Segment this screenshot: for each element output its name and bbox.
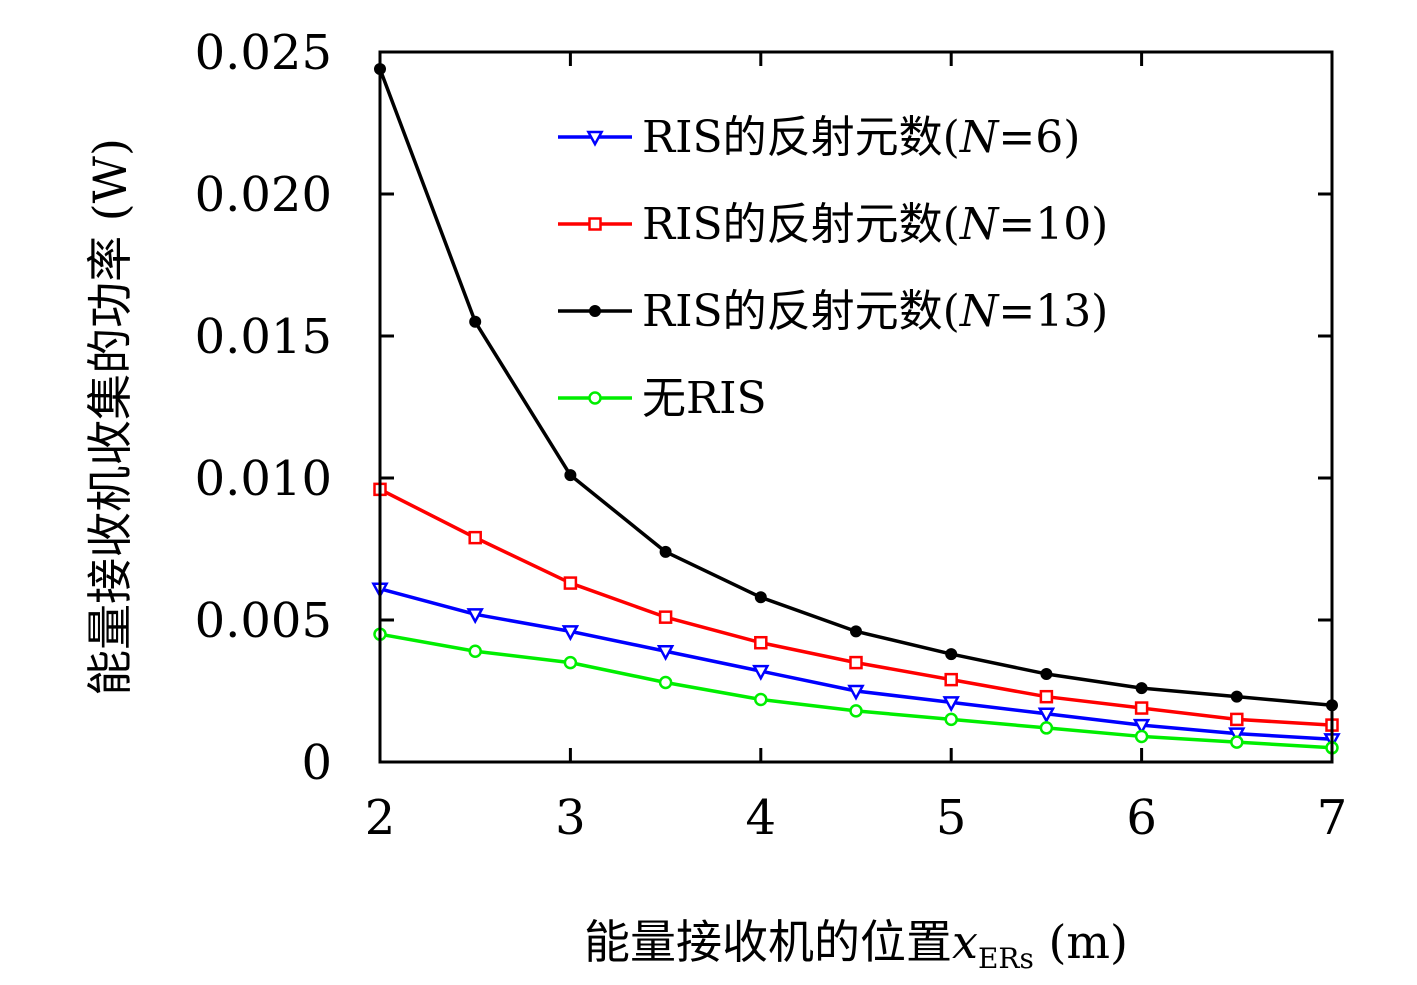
square-marker <box>944 672 958 687</box>
legend-label: 无RIS <box>642 373 767 424</box>
dot-marker <box>945 648 958 661</box>
y-tick-label: 0 <box>301 735 332 791</box>
circle-marker <box>588 391 602 405</box>
circle-marker <box>658 675 673 690</box>
legend-label-prefix: RIS的反射元数( <box>642 286 960 337</box>
legend-label-suffix: =6) <box>998 112 1080 163</box>
legend-label-suffix: =13) <box>998 286 1108 337</box>
y-axis-label: 能量接收机收集的功率 (W) <box>83 138 137 696</box>
series-line <box>378 68 1333 707</box>
y-tick-label: 0.005 <box>195 593 332 649</box>
legend-item: RIS的反射元数(N=10) <box>558 199 1108 250</box>
series-1 <box>371 582 1341 750</box>
legend-label-prefix: RIS的反射元数( <box>642 112 960 163</box>
dot-marker <box>850 625 862 638</box>
triangle-marker <box>942 696 960 713</box>
triangle-marker <box>847 684 865 701</box>
x-axis-label: 能量接收机的位置xERs (m) <box>584 915 1128 975</box>
triangle-marker <box>466 608 484 625</box>
x-axis-label-var: x <box>952 915 978 969</box>
legend-item: RIS的反射元数(N=13) <box>558 286 1108 337</box>
square-marker <box>563 576 578 590</box>
circle-marker <box>1230 735 1244 749</box>
legend-item: 无RIS <box>558 373 767 424</box>
triangle-marker <box>752 664 770 681</box>
dot-marker <box>1135 682 1148 695</box>
square-marker <box>658 610 673 624</box>
x-tick-label: 6 <box>1126 790 1157 846</box>
dot-marker <box>564 469 577 482</box>
square-marker <box>468 530 482 545</box>
circle-marker <box>944 712 958 727</box>
square-marker <box>849 655 863 670</box>
legend-label-var: N <box>959 199 1000 250</box>
x-tick-label: 4 <box>746 790 777 846</box>
legend-item: RIS的反射元数(N=6) <box>558 112 1080 163</box>
y-tick-label: 0.010 <box>195 451 332 507</box>
triangle-marker <box>586 130 604 147</box>
x-axis-label-unit: (m) <box>1034 915 1128 969</box>
circle-marker <box>563 655 578 670</box>
y-tick-label: 0.025 <box>195 25 332 81</box>
triangle-marker <box>656 645 675 662</box>
legend-label-prefix: RIS的反射元数( <box>642 199 960 250</box>
dot-marker <box>1040 667 1053 680</box>
legend-label-var: N <box>959 286 1000 337</box>
dot-marker <box>469 315 482 328</box>
x-tick-label: 7 <box>1317 790 1348 846</box>
square-marker <box>588 217 602 231</box>
x-axis-label-text: 能量接收机的位置 <box>584 915 952 969</box>
y-tick-label: 0.015 <box>195 309 332 365</box>
dot-marker <box>659 545 672 558</box>
circle-marker <box>1039 721 1054 735</box>
plot-frame <box>378 50 1334 764</box>
circle-marker <box>754 692 768 707</box>
x-axis-label-sub: ERs <box>978 942 1034 975</box>
ticks-layer: 2 3 4 5 6 7 0 0.005 0.010 0.015 0.020 0.025 <box>195 25 1348 846</box>
legend-label: RIS的反射元数(N=6) <box>642 112 1080 163</box>
triangle-marker <box>1132 718 1151 735</box>
square-marker <box>754 635 768 650</box>
triangle-marker <box>561 625 580 642</box>
square-marker <box>1134 701 1149 715</box>
dot-marker <box>589 305 601 317</box>
square-marker <box>1230 712 1244 727</box>
y-tick-label: 0.020 <box>195 167 332 223</box>
dot-marker <box>754 591 767 604</box>
circle-marker <box>1134 729 1149 744</box>
x-tick-label: 2 <box>365 790 396 846</box>
series-layer <box>371 63 1341 755</box>
square-marker <box>1039 689 1054 704</box>
legend-label-prefix: 无RIS <box>642 373 767 424</box>
x-tick-label: 3 <box>555 790 586 846</box>
series-4 <box>373 627 1339 755</box>
legend-label-suffix: =10) <box>998 199 1108 250</box>
x-tick-label: 5 <box>936 790 967 846</box>
legend-label: RIS的反射元数(N=13) <box>642 286 1108 337</box>
dot-marker <box>1230 690 1243 703</box>
circle-marker <box>468 644 482 658</box>
triangle-marker <box>1037 707 1056 724</box>
series-3 <box>374 63 1338 712</box>
legend-label: RIS的反射元数(N=10) <box>642 199 1108 250</box>
triangle-marker <box>1228 727 1246 744</box>
legend: RIS的反射元数(N=6)RIS的反射元数(N=10)RIS的反射元数(N=13… <box>558 112 1108 424</box>
circle-marker <box>849 704 863 718</box>
legend-label-var: N <box>959 112 1000 163</box>
